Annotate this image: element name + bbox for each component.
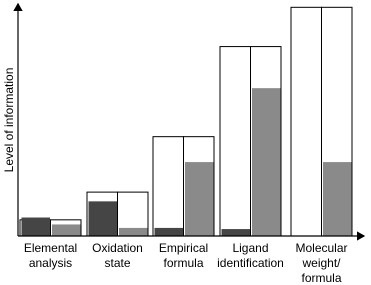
outline-bar: [152, 136, 184, 237]
x-tick-label: analysis: [29, 256, 72, 270]
x-tick-label: weight/: [301, 256, 341, 270]
bar: [252, 88, 281, 236]
bar: [154, 227, 183, 236]
bar: [323, 162, 352, 236]
bar: [185, 162, 214, 236]
x-tick-label: Oxidation: [92, 241, 143, 255]
x-tick-label: identification: [217, 256, 284, 270]
bar: [52, 224, 81, 236]
x-tick-label: formula: [163, 256, 203, 270]
x-tick-label: Empirical: [159, 241, 208, 255]
y-axis-label: Level of information: [2, 68, 16, 173]
bar: [21, 217, 50, 236]
outline-bar: [290, 6, 322, 237]
x-tick-label: Molecular: [295, 241, 347, 255]
bar: [119, 227, 148, 236]
x-tick-label: formula: [301, 271, 341, 285]
outline-bar: [219, 46, 251, 237]
plot-area: [19, 6, 353, 237]
bar: [221, 229, 250, 236]
bar: [88, 201, 117, 236]
x-tick-label: state: [104, 256, 130, 270]
x-tick-label: Elemental: [24, 241, 77, 255]
x-tick-label: Ligand: [232, 241, 268, 255]
